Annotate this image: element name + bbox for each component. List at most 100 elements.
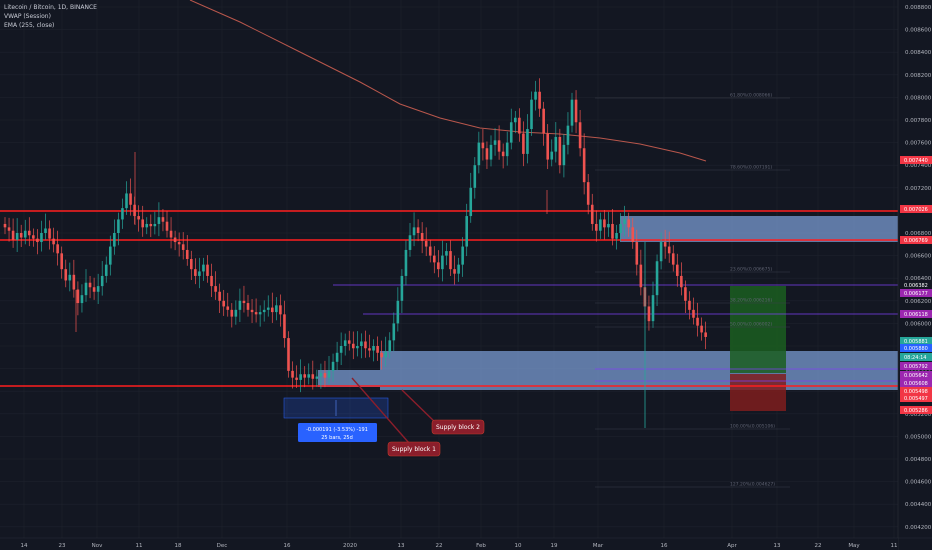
candle-body — [254, 312, 258, 315]
price-tag-text: 0.006382 — [904, 283, 928, 289]
candle-body — [481, 142, 485, 149]
candle-body — [469, 187, 473, 217]
candle-body — [36, 238, 39, 243]
candle-body — [424, 240, 428, 247]
candle-body — [493, 140, 497, 145]
candle-body — [667, 246, 671, 254]
candle-body — [153, 223, 157, 227]
fib-label: 100.00%(0.005106) — [730, 424, 775, 430]
candle-body — [7, 227, 11, 231]
measure-tool[interactable]: -0.000191 (-3.53%) -191 25 bars, 25d — [283, 397, 389, 442]
fib-label: 61.80%(0.008066) — [730, 93, 772, 99]
candle-body — [64, 269, 68, 281]
ema-line — [189, 0, 707, 162]
time-axis-label: 10 — [515, 543, 522, 549]
price-tag-text: 0.005642 — [904, 373, 928, 379]
price-tag-text: 0.007440 — [904, 158, 928, 164]
price-axis-label: 0.004600 — [905, 480, 932, 486]
candle-body — [489, 144, 493, 160]
price-tag-text: 0.005286 — [904, 408, 928, 414]
candle-body — [242, 300, 246, 304]
candle-body — [408, 235, 412, 250]
time-axis-label: 22 — [436, 543, 443, 549]
ema-indicator[interactable]: EMA (255, close) — [4, 22, 55, 29]
candle-body — [428, 246, 432, 256]
candle-body — [271, 307, 274, 313]
candle-body — [546, 133, 549, 160]
candle-body — [80, 295, 84, 304]
candle-body — [445, 251, 448, 256]
time-axis-label: 2020 — [343, 543, 357, 549]
candle-body — [250, 309, 254, 313]
candle-body — [453, 269, 456, 274]
supply-annotations[interactable]: Supply block 1 Supply block 2 — [351, 377, 485, 457]
candle-body — [161, 217, 165, 222]
candle-body — [56, 244, 59, 254]
candle-body — [72, 274, 76, 290]
candle-body — [538, 91, 541, 109]
candle-body — [181, 244, 185, 250]
price-axis-label: 0.006000 — [905, 321, 932, 327]
price-tag-text: 0.005608 — [904, 381, 928, 387]
candle-body — [586, 182, 590, 205]
candle-body — [635, 242, 639, 265]
candle-body — [639, 264, 643, 288]
candle-body — [222, 300, 225, 307]
candle-body — [287, 338, 290, 371]
candle-body — [372, 346, 375, 351]
candle-body — [307, 374, 311, 378]
candle-body — [230, 309, 234, 317]
time-axis-label: 13 — [774, 543, 781, 549]
candle-body — [52, 238, 55, 245]
price-tag-text: 0.007026 — [904, 207, 928, 213]
candle-body — [684, 287, 687, 301]
candle-body — [19, 233, 23, 238]
candle-body — [92, 287, 96, 292]
time-axis-label: Apr — [727, 543, 737, 549]
vwap-indicator[interactable]: VWAP (Session) — [4, 13, 51, 20]
candle-body — [335, 352, 339, 362]
candle-body — [700, 325, 703, 333]
candle-body — [562, 144, 566, 166]
candle-body — [218, 291, 221, 301]
price-tag-bg — [900, 289, 932, 297]
supply-zone-1 — [318, 370, 380, 387]
time-axis-label: 19 — [551, 543, 558, 549]
candle-body — [299, 374, 302, 380]
price-tag-bg — [900, 310, 932, 318]
candle-body — [655, 261, 659, 296]
candle-body — [554, 136, 558, 152]
candle-body — [663, 242, 667, 247]
price-axis-label: 0.006800 — [905, 231, 932, 237]
price-axis-label: 0.007800 — [905, 118, 932, 124]
candle-body — [457, 264, 460, 274]
candle-body — [599, 219, 602, 231]
candle-body — [352, 343, 355, 349]
candle-body — [396, 300, 400, 324]
position-tool[interactable] — [730, 286, 786, 411]
symbol-title[interactable]: Litecoin / Bitcoin, 1D, BINANCE — [4, 4, 97, 11]
candle-body — [238, 300, 242, 310]
candle-body — [343, 340, 347, 346]
price-axis-label: 0.006600 — [905, 254, 932, 260]
price-axis-label: 0.008800 — [905, 5, 932, 11]
candle-body — [44, 228, 47, 233]
candle-body — [121, 208, 124, 220]
price-tag-text: 0.006769 — [904, 238, 928, 244]
time-axis[interactable]: 14 23 Nov 11 18 Dec 16 2020 13 22 Feb 10 19 Mar 16 Apr 1… — [21, 543, 898, 549]
candle-body — [619, 223, 622, 233]
candle-body — [315, 376, 319, 379]
price-axis-label: 0.007400 — [905, 163, 932, 169]
price-axis-label: 0.004200 — [905, 525, 932, 531]
supply-zone-2 — [380, 351, 898, 390]
candle-body — [303, 374, 306, 378]
candle-body — [416, 227, 420, 233]
price-axis-label: 0.004400 — [905, 502, 932, 508]
candle-body — [149, 223, 153, 227]
candle-body — [23, 230, 27, 238]
price-tag-bg — [900, 344, 932, 352]
candle-body — [659, 242, 663, 262]
candle-body — [48, 228, 51, 239]
candle-body — [185, 249, 189, 259]
